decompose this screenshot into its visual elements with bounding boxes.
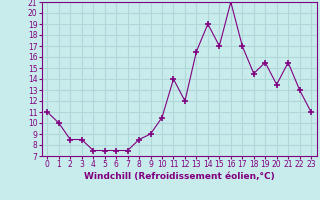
X-axis label: Windchill (Refroidissement éolien,°C): Windchill (Refroidissement éolien,°C) [84,172,275,181]
